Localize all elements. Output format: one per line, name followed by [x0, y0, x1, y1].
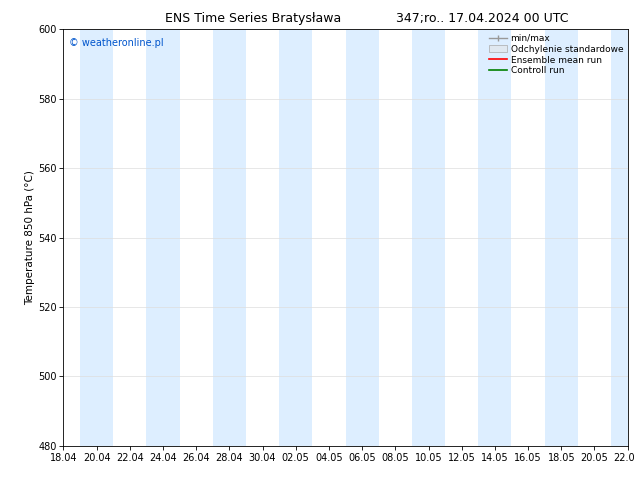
Bar [279, 29, 313, 446]
Bar [346, 29, 378, 446]
Text: © weatheronline.pl: © weatheronline.pl [69, 38, 164, 48]
Legend: min/max, Odchylenie standardowe, Ensemble mean run, Controll run: min/max, Odchylenie standardowe, Ensembl… [487, 32, 625, 77]
Text: ENS Time Series Bratysława: ENS Time Series Bratysława [165, 12, 342, 25]
Bar [80, 29, 113, 446]
Bar [213, 29, 246, 446]
Bar [478, 29, 512, 446]
Bar [611, 29, 634, 446]
Bar [412, 29, 445, 446]
Text: 347;ro.. 17.04.2024 00 UTC: 347;ro.. 17.04.2024 00 UTC [396, 12, 568, 25]
Bar [146, 29, 179, 446]
Y-axis label: Temperature 850 hPa (°C): Temperature 850 hPa (°C) [25, 170, 35, 305]
Bar [545, 29, 578, 446]
